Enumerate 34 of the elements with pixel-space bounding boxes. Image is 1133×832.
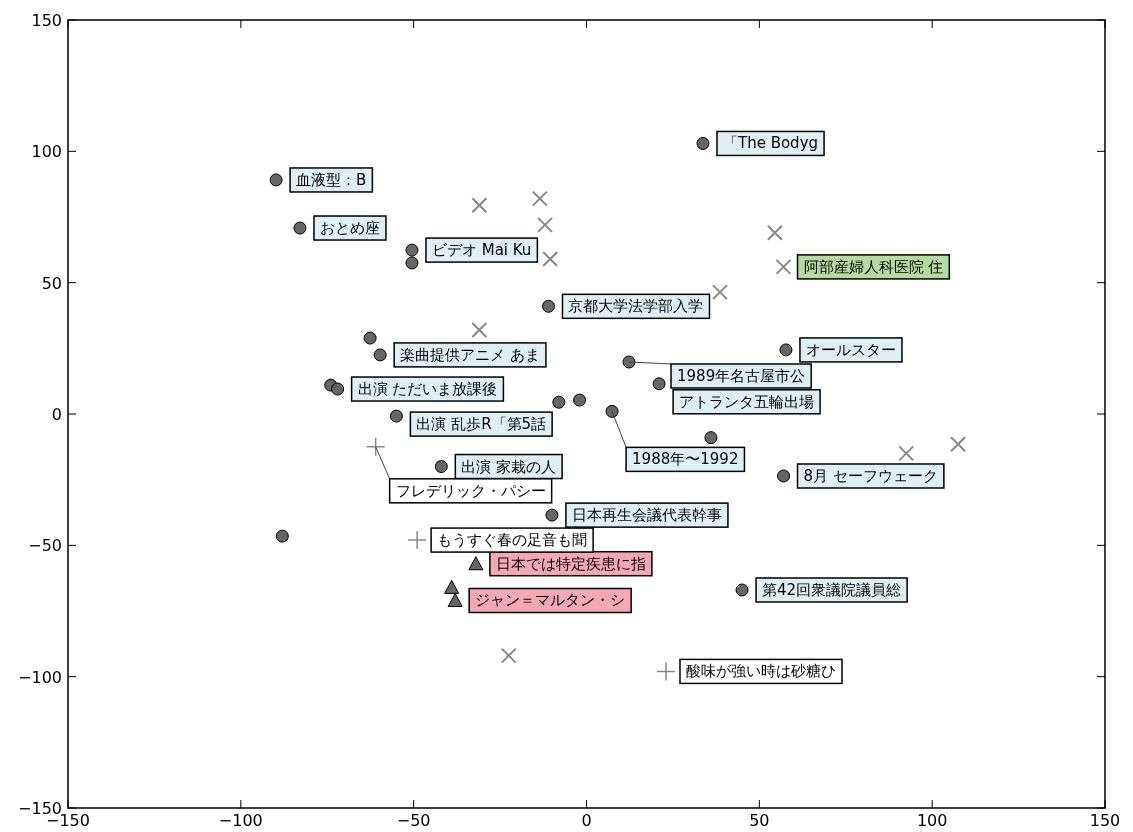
annotation: 日本では特定疾患に指 — [495, 554, 646, 573]
annotation: 第42回衆議院議員総 — [762, 580, 902, 599]
annotation: 血液型：B — [296, 170, 367, 189]
annotation: 出演 家栽の人 — [461, 457, 557, 476]
annotation: 阿部産婦人科医院 住 — [803, 257, 944, 276]
y-tick-label: −100 — [18, 667, 62, 687]
annotation: ジャン＝マルタン・シ — [475, 591, 626, 610]
x-tick-label: 100 — [916, 811, 948, 830]
annotation: 1989年名古屋市公 — [677, 366, 806, 385]
y-tick-label: 0 — [51, 405, 62, 424]
x-tick-label: 0 — [581, 811, 592, 830]
x-tick-label: 50 — [749, 811, 770, 830]
annotation: 楽曲提供アニメ あま — [400, 345, 540, 364]
x-tick-label: −50 — [396, 811, 431, 830]
y-tick-label: 50 — [41, 273, 62, 293]
x-tick-label: −100 — [218, 811, 263, 830]
annotation: 酸味が強い時は砂糖ひ — [686, 662, 836, 681]
annotation: ビデオ Mai Ku — [431, 241, 532, 260]
annotation: 「The Bodyg — [722, 134, 819, 153]
annotation: フレデリック・パシー — [395, 481, 546, 500]
y-tick-label: −50 — [28, 536, 62, 556]
annotation: 出演 ただいま放課後 — [357, 380, 498, 399]
annotation: オールスター — [805, 340, 896, 359]
annotation: アトランタ五輪出場 — [679, 392, 815, 411]
annotation: 1988年〜1992 — [632, 450, 739, 469]
annotation: 出演 乱歩R「第5話 — [416, 415, 547, 434]
x-tick-label: 150 — [1089, 811, 1121, 830]
annotation: 日本再生会議代表幹事 — [571, 506, 722, 525]
y-tick-label: 150 — [31, 11, 62, 30]
y-tick-label: 100 — [31, 142, 62, 162]
annotation: 8月 セーフウェーク — [803, 466, 938, 485]
annotation: もうすぐ春の足音も聞 — [437, 531, 588, 550]
annotation: 京都大学法学部入学 — [568, 297, 704, 316]
annotation: おとめ座 — [319, 219, 380, 238]
